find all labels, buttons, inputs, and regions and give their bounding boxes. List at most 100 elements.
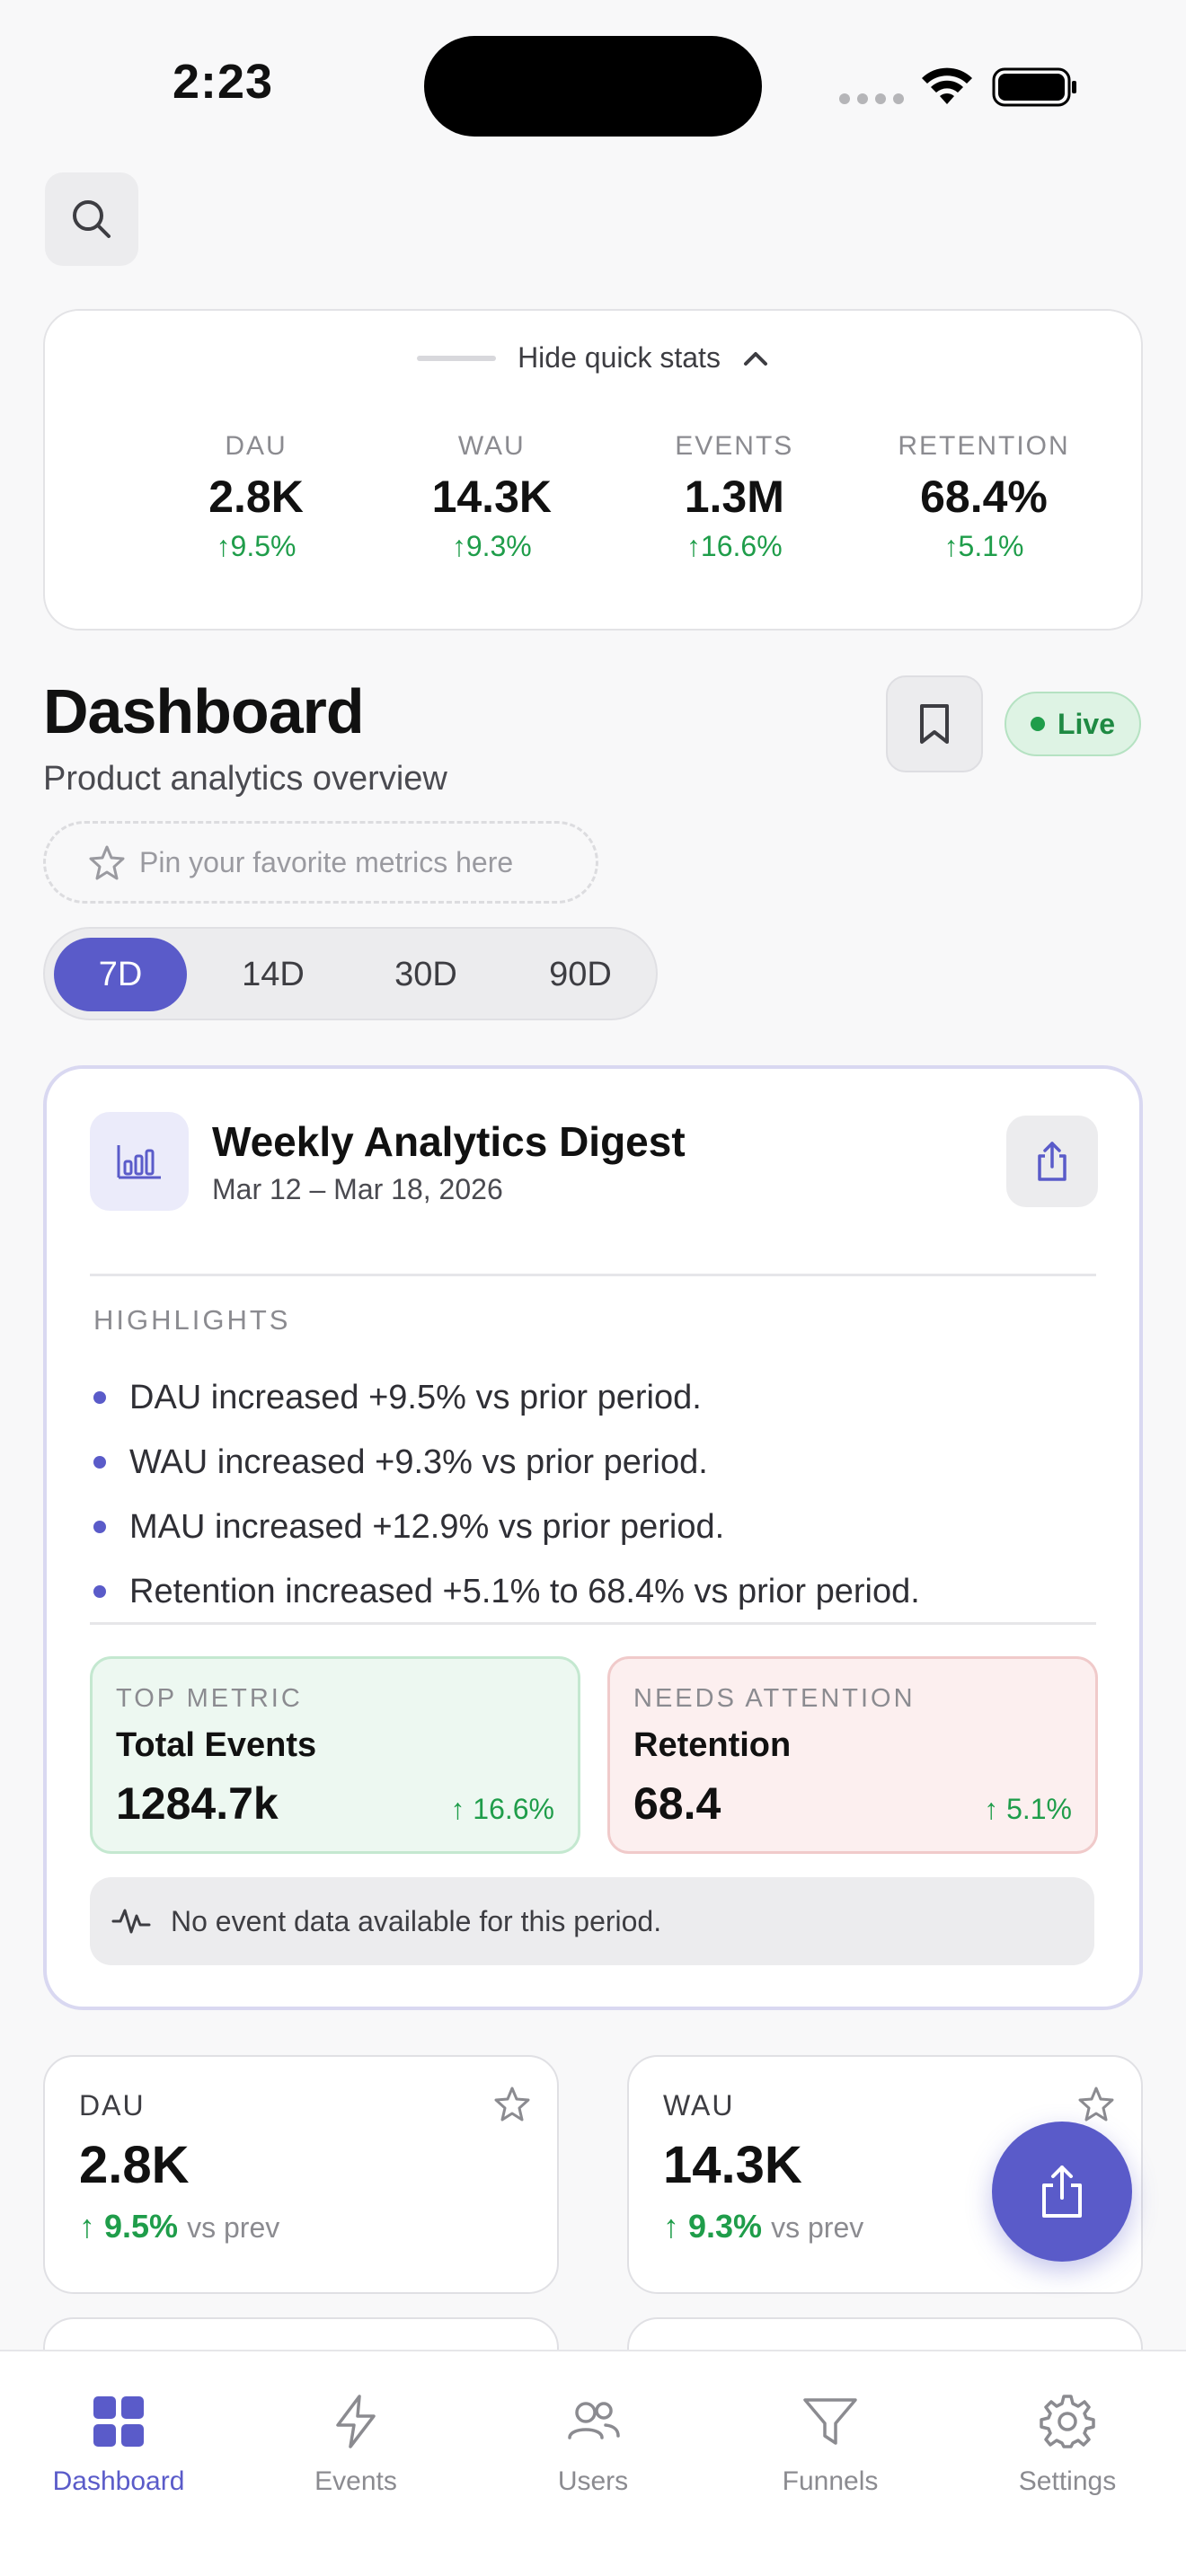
tab-label: Dashboard [52, 2466, 185, 2496]
bullet-icon [93, 1391, 106, 1404]
gear-icon [1040, 2395, 1095, 2448]
range-tab-90d[interactable]: 90D [549, 955, 612, 993]
top-metric-name: Total Events [116, 1726, 317, 1764]
no-event-data-notice: No event data available for this period. [90, 1877, 1094, 1965]
quick-stat-events: EVENTS 1.3M ↑16.6% [606, 431, 863, 563]
users-icon [568, 2402, 620, 2439]
status-time: 2:23 [173, 55, 274, 109]
lightning-icon [336, 2395, 376, 2448]
quick-stats-toggle-label: Hide quick stats [518, 341, 721, 374]
top-metric-box: TOP METRIC Total Events 1284.7k ↑ 16.6% [90, 1656, 580, 1854]
tab-label: Settings [1018, 2466, 1117, 2496]
quick-stat-label: RETENTION [898, 431, 1070, 461]
activity-icon [111, 1909, 151, 1934]
pin-placeholder: Pin your favorite metrics here [139, 845, 514, 878]
arrow-up-icon: ↑ [450, 1793, 474, 1825]
range-tab-14d[interactable]: 14D [242, 955, 305, 993]
digest-share-button[interactable] [1006, 1116, 1098, 1207]
quick-stats-panel: Hide quick stats DAU 2.8K ↑9.5% WAU 14.3… [43, 309, 1143, 631]
search-button[interactable] [45, 172, 138, 266]
quick-stat-retention: RETENTION 68.4% ↑5.1% [863, 431, 1105, 563]
quick-stat-delta: ↑9.3% [451, 530, 532, 562]
dashboard-icon [93, 2396, 144, 2447]
needs-attention-name: Retention [633, 1726, 792, 1764]
tab-users[interactable]: Users [485, 2393, 701, 2497]
share-fab-button[interactable] [992, 2122, 1132, 2262]
quick-stat-dau: DAU 2.8K ↑9.5% [135, 431, 377, 563]
highlights-list: DAU increased +9.5% vs prior period. WAU… [93, 1365, 920, 1624]
quick-stat-wau: WAU 14.3K ↑9.3% [377, 431, 606, 563]
bar-chart-icon [90, 1112, 189, 1211]
star-icon [89, 845, 125, 880]
divider [90, 1274, 1096, 1276]
share-icon [1042, 2166, 1082, 2218]
highlights-heading: HIGHLIGHTS [93, 1304, 291, 1336]
arrow-up-icon: ↑ [943, 530, 959, 562]
arrow-up-icon: ↑ [663, 2208, 689, 2245]
cellular-signal-icon [839, 93, 904, 104]
battery-icon [992, 67, 1076, 107]
list-item: DAU increased +9.5% vs prior period. [93, 1365, 920, 1430]
metric-card-value: 14.3K [663, 2136, 802, 2194]
needs-attention-label: NEEDS ATTENTION [633, 1684, 916, 1713]
quick-stat-delta: ↑5.1% [943, 530, 1024, 562]
star-icon[interactable] [494, 2086, 530, 2122]
wifi-icon [922, 67, 972, 104]
share-icon [1038, 1142, 1067, 1181]
dynamic-island [424, 36, 762, 137]
metric-card-value: 2.8K [79, 2136, 190, 2194]
hide-quick-stats-toggle[interactable]: Hide quick stats [45, 341, 1141, 375]
range-tab-7d[interactable]: 7D [54, 938, 187, 1011]
tab-funnels[interactable]: Funnels [722, 2393, 938, 2497]
digest-title: Weekly Analytics Digest [212, 1118, 686, 1165]
tab-label: Events [314, 2466, 397, 2496]
metric-card-delta: ↑ 9.3% vs prev [663, 2208, 864, 2245]
digest-date-range: Mar 12 – Mar 18, 2026 [212, 1173, 503, 1205]
quick-stat-value: 2.8K [208, 472, 304, 522]
bookmark-icon [920, 704, 949, 744]
bookmark-button[interactable] [886, 675, 983, 772]
needs-attention-delta: ↑ 5.1% [984, 1793, 1072, 1825]
tab-settings[interactable]: Settings [960, 2393, 1175, 2497]
list-item: Retention increased +5.1% to 68.4% vs pr… [93, 1559, 920, 1624]
quick-stat-value: 68.4% [920, 472, 1048, 522]
quick-stat-delta: ↑16.6% [686, 530, 783, 562]
quick-stat-value: 14.3K [431, 472, 552, 522]
drag-handle[interactable] [417, 355, 497, 361]
quick-stat-label: DAU [225, 431, 288, 461]
star-icon[interactable] [1078, 2086, 1114, 2122]
bullet-icon [93, 1585, 106, 1598]
top-metric-delta: ↑ 16.6% [450, 1793, 554, 1825]
tab-bar: Dashboard Events Users Funnels Settings [0, 2350, 1186, 2576]
tab-label: Funnels [782, 2466, 879, 2496]
weekly-digest-card: Weekly Analytics Digest Mar 12 – Mar 18,… [43, 1065, 1143, 2010]
arrow-up-icon: ↑ [451, 530, 466, 562]
pin-favorites-area[interactable]: Pin your favorite metrics here [43, 821, 598, 904]
live-label: Live [1057, 707, 1116, 740]
chevron-up-icon [743, 351, 767, 366]
divider [90, 1622, 1096, 1625]
quick-stat-value: 1.3M [684, 472, 784, 522]
date-range-selector: 7D 14D 30D 90D [43, 927, 658, 1020]
list-item: WAU increased +9.3% vs prior period. [93, 1430, 920, 1495]
bullet-icon [93, 1521, 106, 1533]
metric-card-delta: ↑ 9.5% vs prev [79, 2208, 280, 2245]
tab-label: Users [557, 2466, 629, 2496]
search-icon [73, 200, 111, 238]
metric-card-label: WAU [663, 2089, 735, 2122]
arrow-up-icon: ↑ [686, 530, 701, 562]
arrow-up-icon: ↑ [216, 530, 231, 562]
metric-card-label: DAU [79, 2089, 146, 2122]
no-data-text: No event data available for this period. [171, 1904, 662, 1937]
live-badge: Live [1005, 692, 1141, 756]
needs-attention-box: NEEDS ATTENTION Retention 68.4 ↑ 5.1% [607, 1656, 1098, 1854]
quick-stat-label: WAU [457, 431, 526, 461]
range-tab-30d[interactable]: 30D [394, 955, 457, 993]
tab-events[interactable]: Events [248, 2393, 464, 2497]
funnel-icon [803, 2398, 857, 2445]
quick-stat-delta: ↑9.5% [216, 530, 296, 562]
page-subtitle: Product analytics overview [43, 760, 447, 798]
tab-dashboard[interactable]: Dashboard [11, 2393, 226, 2497]
metric-card-dau[interactable]: DAU 2.8K ↑ 9.5% vs prev [43, 2055, 559, 2294]
arrow-up-icon: ↑ [79, 2208, 105, 2245]
